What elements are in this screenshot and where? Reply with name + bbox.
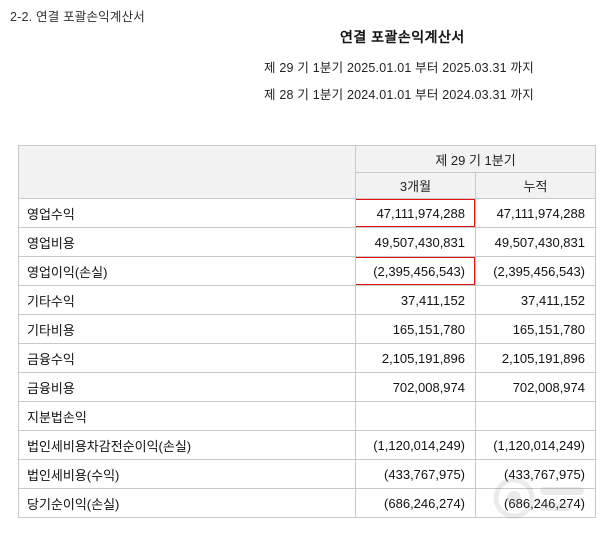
value-3m: 37,411,152 xyxy=(355,285,476,315)
table-row: 금융수익 2,105,191,896 2,105,191,896 xyxy=(18,343,596,373)
period-group-header: 제 29 기 1분기 xyxy=(355,145,596,173)
section-heading: 2-2. 연결 포괄손익계산서 xyxy=(10,10,145,24)
table-row: 영업비용 49,507,430,831 49,507,430,831 xyxy=(18,227,596,257)
value-3m: (686,246,274) xyxy=(355,488,476,518)
row-label: 기타수익 xyxy=(18,285,356,315)
value-cumulative: 47,111,974,288 xyxy=(475,198,596,228)
value-cumulative: (2,395,456,543) xyxy=(475,256,596,286)
value-cumulative: (686,246,274) xyxy=(475,488,596,518)
value-3m: 49,507,430,831 xyxy=(355,227,476,257)
row-label: 당기순이익(손실) xyxy=(18,488,356,518)
row-label: 금융수익 xyxy=(18,343,356,373)
row-label: 기타비용 xyxy=(18,314,356,344)
table-row: 당기순이익(손실) (686,246,274) (686,246,274) xyxy=(18,488,596,518)
row-label: 영업비용 xyxy=(18,227,356,257)
table-row: 지분법손익 xyxy=(18,401,596,431)
value-3m: 702,008,974 xyxy=(355,372,476,402)
table-row: 영업이익(손실) (2,395,456,543) (2,395,456,543) xyxy=(18,256,596,286)
column-header-3months: 3개월 xyxy=(355,172,476,199)
row-label: 법인세비용(수익) xyxy=(18,459,356,489)
value-3m: 2,105,191,896 xyxy=(355,343,476,373)
value-3m-highlighted: 47,111,974,288 xyxy=(355,198,476,228)
value-3m: (1,120,014,249) xyxy=(355,430,476,460)
value-cumulative: 49,507,430,831 xyxy=(475,227,596,257)
row-label: 금융비용 xyxy=(18,372,356,402)
value-cumulative: 2,105,191,896 xyxy=(475,343,596,373)
value-cumulative: (433,767,975) xyxy=(475,459,596,489)
period-line-prior: 제 28 기 1분기 2024.01.01 부터 2024.03.31 까지 xyxy=(264,88,534,102)
table-row: 기타수익 37,411,152 37,411,152 xyxy=(18,285,596,315)
value-3m: 165,151,780 xyxy=(355,314,476,344)
table-header-row: 3개월 누적 xyxy=(19,172,596,199)
row-label: 영업수익 xyxy=(18,198,356,228)
table-row: 금융비용 702,008,974 702,008,974 xyxy=(18,372,596,402)
row-label: 영업이익(손실) xyxy=(18,256,356,286)
value-3m: (433,767,975) xyxy=(355,459,476,489)
value-cumulative: 165,151,780 xyxy=(475,314,596,344)
table-row: 기타비용 165,151,780 165,151,780 xyxy=(18,314,596,344)
row-label: 지분법손익 xyxy=(18,401,356,431)
table-row: 법인세비용차감전순이익(손실) (1,120,014,249) (1,120,0… xyxy=(18,430,596,460)
label-column-header xyxy=(18,145,356,199)
value-cumulative xyxy=(475,401,596,431)
value-cumulative: (1,120,014,249) xyxy=(475,430,596,460)
value-cumulative: 37,411,152 xyxy=(475,285,596,315)
table-row: 법인세비용(수익) (433,767,975) (433,767,975) xyxy=(18,459,596,489)
row-label: 법인세비용차감전순이익(손실) xyxy=(18,430,356,460)
value-3m-highlighted: (2,395,456,543) xyxy=(355,256,476,286)
table-row: 영업수익 47,111,974,288 47,111,974,288 xyxy=(18,198,596,228)
column-header-cumulative: 누적 xyxy=(475,172,596,199)
statement-title: 연결 포괄손익계산서 xyxy=(340,29,465,45)
income-statement-table: 제 29 기 1분기 3개월 누적 영업수익 47,111,974,288 47… xyxy=(18,145,596,518)
value-3m xyxy=(355,401,476,431)
period-line-current: 제 29 기 1분기 2025.01.01 부터 2025.03.31 까지 xyxy=(264,61,534,75)
table-header-group-row: 제 29 기 1분기 xyxy=(18,145,596,199)
value-cumulative: 702,008,974 xyxy=(475,372,596,402)
